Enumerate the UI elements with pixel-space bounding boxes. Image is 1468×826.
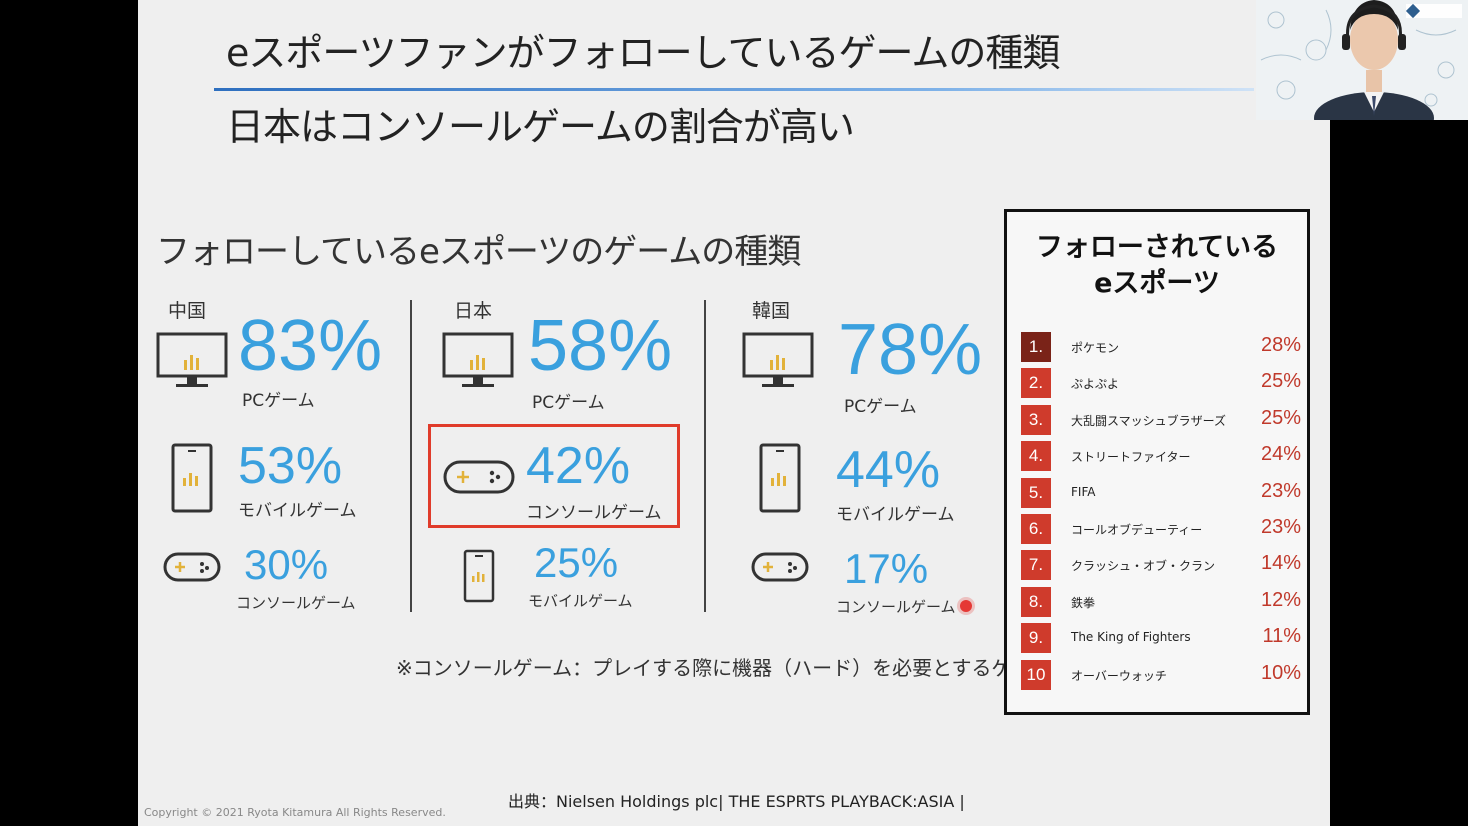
rank-percent: 14% <box>1260 552 1301 575</box>
rank-number: 10 <box>1021 659 1051 690</box>
japan-pc-label: PCゲーム <box>532 393 605 413</box>
rank-game-name: コールオブデューティー <box>1071 523 1203 537</box>
ranking-row: 4. ストリートファイター 24% <box>1021 441 1301 472</box>
rank-number: 9. <box>1021 623 1051 654</box>
title-divider <box>214 88 1254 91</box>
ranking-row: 3. 大乱闘スマッシュブラザーズ 25% <box>1021 404 1301 435</box>
rank-game-name: 鉄拳 <box>1071 595 1096 610</box>
gamepad-icon <box>443 460 515 494</box>
rank-number: 2. <box>1021 368 1051 399</box>
gamepad-icon <box>163 552 221 582</box>
rank-game-name: クラッシュ・オブ・クラン <box>1071 559 1216 574</box>
copyright: Copyright © 2021 Ryota Kitamura All Righ… <box>144 806 446 819</box>
ranking-title: フォローされている eスポーツ <box>1007 230 1307 302</box>
footnote: ※コンソールゲーム：プレイする際に機器（ハード）を必要とするゲーム <box>396 656 1051 680</box>
rank-number: 8. <box>1021 586 1051 617</box>
highlight-box <box>428 424 680 528</box>
korea-console-percent: 17% <box>844 545 929 592</box>
korea-mobile-label: モバイルゲーム <box>836 505 955 525</box>
rank-number: 5. <box>1021 477 1051 508</box>
monitor-icon <box>156 332 228 387</box>
rank-percent: 28% <box>1260 334 1301 356</box>
ranking-row: 9. The King of Fighters 11% <box>1021 623 1301 654</box>
rank-number: 4. <box>1021 441 1051 472</box>
rank-number: 6. <box>1021 514 1051 544</box>
china-pc-percent: 83% <box>238 306 383 386</box>
japan-mobile-percent: 25% <box>534 539 619 586</box>
rank-game-name: The King of Fighters <box>1071 630 1191 645</box>
korea-pc-label: PCゲーム <box>844 397 917 417</box>
rank-percent: 25% <box>1260 370 1301 393</box>
rank-percent: 23% <box>1260 516 1301 538</box>
rank-game-name: FIFA <box>1071 484 1096 499</box>
gamepad-icon <box>751 552 809 582</box>
country-label-korea: 韓国 <box>752 300 791 322</box>
country-label-china: 中国 <box>168 300 207 322</box>
rank-game-name: ぷよぷよ <box>1071 377 1120 392</box>
smartphone-icon <box>463 549 495 603</box>
china-console-label: コンソールゲーム <box>236 594 356 612</box>
presenter-video-icon <box>1256 0 1468 120</box>
rank-game-name: ストリートファイター <box>1071 450 1191 465</box>
rank-percent: 25% <box>1260 406 1301 429</box>
country-label-japan: 日本 <box>454 300 493 322</box>
ranking-row: 6. コールオブデューティー 23% <box>1021 514 1301 544</box>
korea-console-label: コンソールゲーム <box>836 598 956 616</box>
section-title: フォローしているeスポーツのゲームの種類 <box>156 232 801 272</box>
rank-percent: 23% <box>1260 479 1301 502</box>
ranking-row: 2. ぷよぷよ 25% <box>1021 368 1301 399</box>
smartphone-icon <box>759 443 801 513</box>
rank-game-name: 大乱闘スマッシュブラザーズ <box>1071 413 1227 428</box>
rank-percent: 10% <box>1260 661 1301 684</box>
rank-percent: 12% <box>1260 588 1301 611</box>
laser-pointer <box>960 600 972 612</box>
china-mobile-percent: 53% <box>238 437 343 495</box>
japan-mobile-label: モバイルゲーム <box>528 592 633 610</box>
japan-console-percent: 42% <box>526 437 631 495</box>
korea-pc-percent: 78% <box>838 310 983 390</box>
rank-game-name: ポケモン <box>1071 341 1120 355</box>
china-pc-label: PCゲーム <box>242 391 315 411</box>
monitor-icon <box>742 332 814 387</box>
ranking-title-line1: フォローされている <box>1035 232 1279 263</box>
ranking-title-line2: eスポーツ <box>1094 268 1220 299</box>
rank-number: 3. <box>1021 404 1051 435</box>
webcam-video <box>1256 0 1468 120</box>
korea-mobile-percent: 44% <box>836 441 941 499</box>
ranking-row: 5. FIFA 23% <box>1021 477 1301 508</box>
rank-percent: 24% <box>1260 443 1301 466</box>
smartphone-icon <box>171 443 213 513</box>
ranking-row: 8. 鉄拳 12% <box>1021 586 1301 617</box>
rank-game-name: オーバーウォッチ <box>1071 668 1167 683</box>
ranking-row: 10 オーバーウォッチ 10% <box>1021 659 1301 690</box>
source-citation: 出典：Nielsen Holdings plc| THE ESPRTS PLAY… <box>508 792 965 811</box>
ranking-row: 1. ポケモン 28% <box>1021 332 1301 362</box>
ranking-row: 7. クラッシュ・オブ・クラン 14% <box>1021 550 1301 581</box>
china-console-percent: 30% <box>244 541 329 588</box>
japan-pc-percent: 58% <box>528 306 673 386</box>
slide-subtitle: 日本はコンソールゲームの割合が高い <box>226 105 855 149</box>
rank-number: 7. <box>1021 550 1051 581</box>
presentation-slide: eスポーツファンがフォローしているゲームの種類 日本はコンソールゲームの割合が高… <box>138 0 1330 826</box>
column-divider <box>704 300 706 612</box>
ranking-panel: フォローされている eスポーツ 1. ポケモン 28% 2. ぷよぷよ 25% 3. 大乱闘ス… <box>1004 209 1310 715</box>
slide-title: eスポーツファンがフォローしているゲームの種類 <box>226 31 1060 75</box>
monitor-icon <box>442 332 514 387</box>
japan-console-label: コンソールゲーム <box>526 503 662 523</box>
rank-number: 1. <box>1021 332 1051 362</box>
rank-percent: 11% <box>1262 625 1301 648</box>
column-divider <box>410 300 412 612</box>
china-mobile-label: モバイルゲーム <box>238 501 357 521</box>
